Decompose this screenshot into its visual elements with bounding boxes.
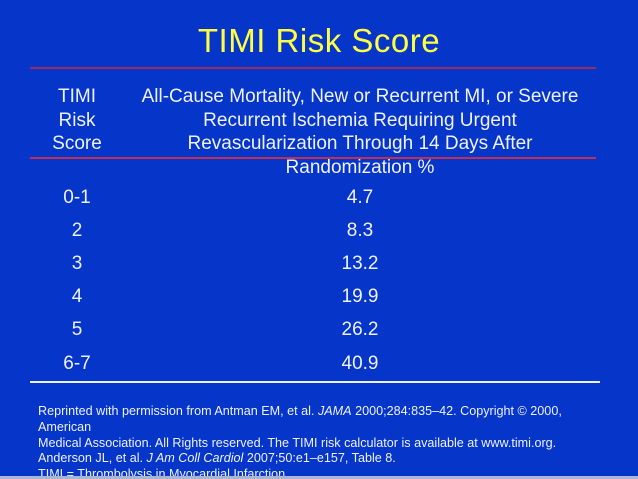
mortality-rate-cell: 19.9: [341, 286, 379, 308]
footnote-line-4: TIMI = Thrombolysis in Myocardial Infarc…: [38, 467, 289, 479]
table-header-score-column: TIMI Risk Score: [27, 85, 127, 156]
journal-name: J Am Coll Cardiol: [146, 451, 244, 466]
mortality-rate-cell: 4.7: [346, 186, 374, 208]
footnote-line-3: Anderson JL, et al. J Am Coll Cardiol 20…: [38, 451, 396, 466]
risk-score-table-body: 0-1 4.7 2 8.3 3 13.2 4 19.9 5 26.2 6-7 4…: [0, 181, 638, 380]
slide-bottom-edge-strip: [0, 476, 638, 479]
title-underline-rule: [30, 67, 596, 69]
mortality-rate-cell: 26.2: [341, 319, 379, 341]
mortality-rate-cell: 13.2: [341, 252, 379, 274]
slide-title: TIMI Risk Score: [197, 22, 441, 59]
timi-score-cell: 6-7: [63, 352, 91, 374]
header-separator-rule: [30, 157, 596, 159]
footnote-line-1: Reprinted with permission from Antman EM…: [38, 404, 562, 434]
table-row: 3 13.2: [0, 247, 638, 280]
header-right-line: Randomization %: [285, 156, 435, 178]
header-left-line: TIMI: [58, 86, 96, 107]
timi-score-cell: 0-1: [63, 186, 91, 208]
header-left-line: Risk: [58, 109, 96, 131]
header-left-line: Score: [52, 133, 102, 154]
header-right-line: Revascularization Through 14 Days After: [187, 133, 533, 154]
table-bottom-rule: [30, 381, 600, 383]
table-row: 5 26.2: [0, 314, 638, 347]
footnote-line-2: Medical Association. All Rights reserved…: [38, 435, 557, 450]
table-row: 4 19.9: [0, 281, 638, 314]
table-header-mortality-column: All-Cause Mortality, New or Recurrent MI…: [130, 85, 590, 179]
journal-name: JAMA: [317, 404, 352, 418]
timi-score-cell: 2: [71, 219, 83, 241]
header-right-line: All-Cause Mortality, New or Recurrent MI…: [141, 86, 579, 107]
mortality-rate-cell: 40.9: [341, 352, 379, 374]
mortality-rate-cell: 8.3: [346, 219, 374, 241]
table-row: 0-1 4.7: [0, 181, 638, 214]
timi-score-cell: 4: [71, 286, 83, 308]
table-row: 2 8.3: [0, 214, 638, 247]
timi-score-cell: 5: [71, 319, 83, 341]
table-row: 6-7 40.9: [0, 347, 638, 380]
timi-score-cell: 3: [71, 252, 83, 274]
header-right-line: Recurrent Ischemia Requiring Urgent: [203, 109, 517, 131]
citation-footnote: Reprinted with permission from Antman EM…: [38, 404, 616, 479]
